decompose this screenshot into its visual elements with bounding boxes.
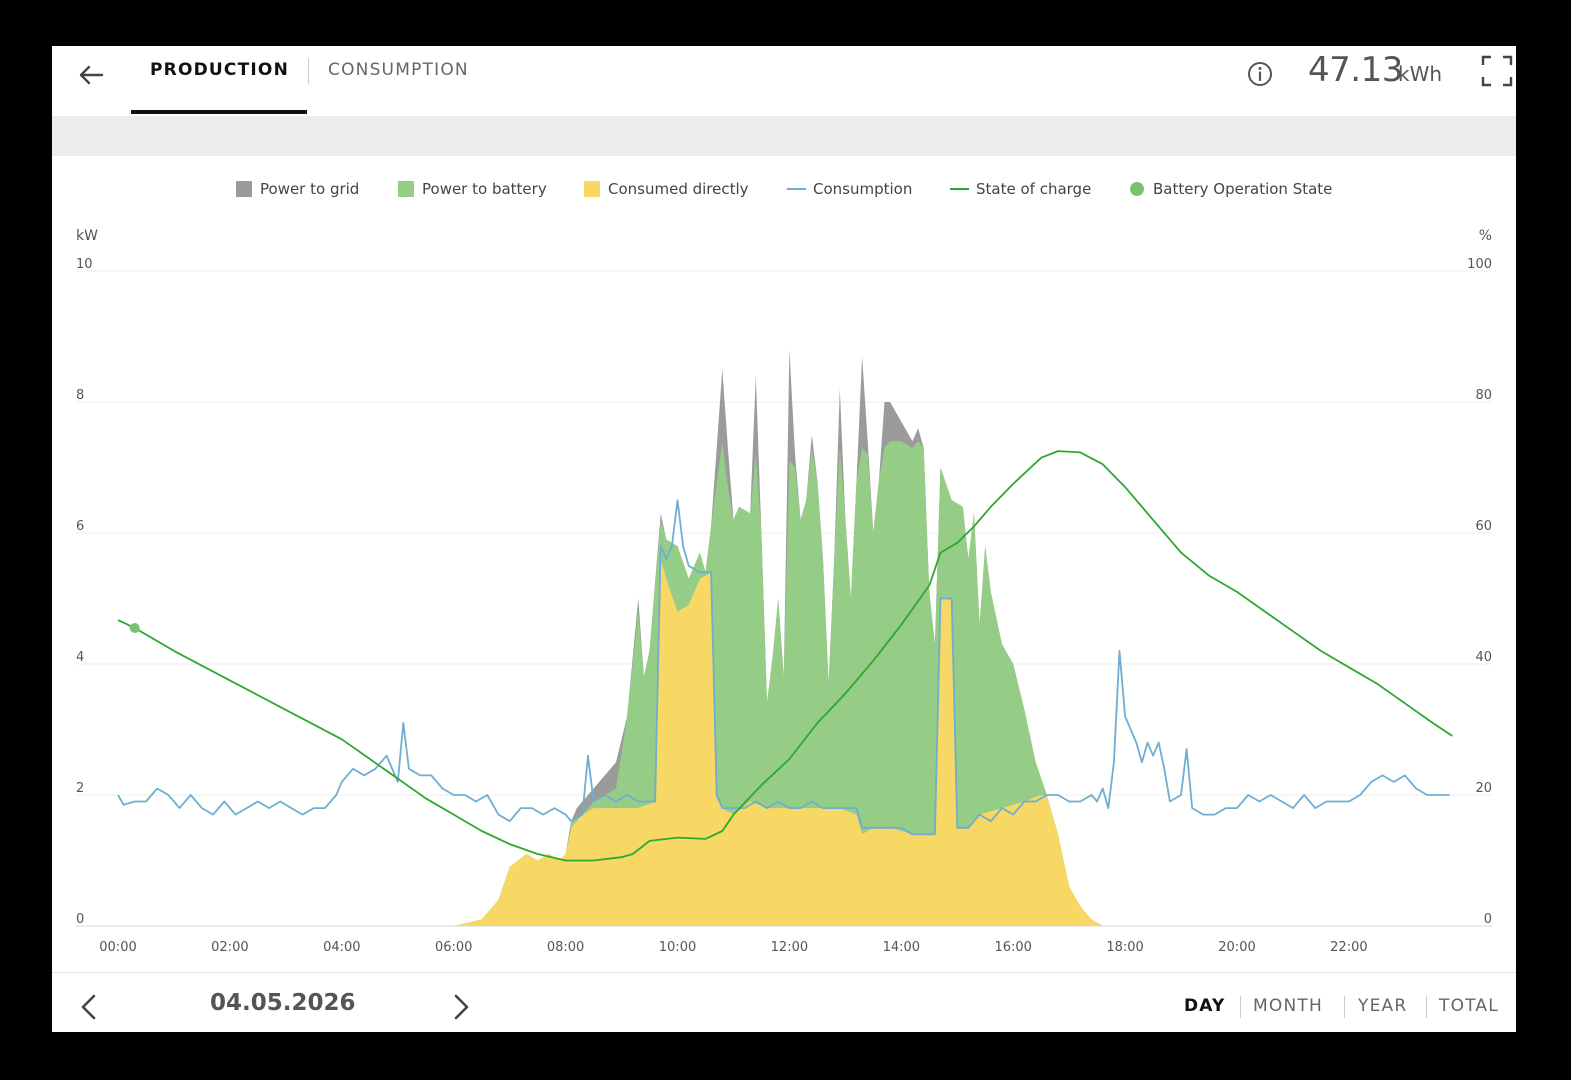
axis-ticks: 0 0 2 20 4 40 6 60 8 80 10 100 00:00 02:00 04:00 06:00 0…: [76, 257, 1492, 955]
grid-lines: [76, 270, 1492, 927]
footer-divider: [52, 972, 1516, 973]
active-tab-indicator: [131, 110, 307, 114]
chevron-left-icon[interactable]: [74, 990, 104, 1024]
y-left-tick-label: 6: [76, 519, 84, 534]
x-tick-label: 00:00: [99, 940, 136, 955]
legend-item-consumed-directly[interactable]: Consumed directly: [584, 180, 749, 198]
x-tick-label: 22:00: [1330, 940, 1367, 955]
legend-item-power-to-battery[interactable]: Power to battery: [398, 180, 547, 198]
total-energy-unit: kWh: [1398, 62, 1443, 86]
total-energy-value: 47.13: [1308, 50, 1403, 90]
consumption-line: [117, 499, 1450, 836]
x-tick-label: 14:00: [883, 940, 920, 955]
state-of-charge-line: [117, 450, 1453, 862]
period-month-button[interactable]: MONTH: [1253, 996, 1323, 1016]
legend-label: Battery Operation State: [1153, 180, 1332, 198]
energy-chart: Power to grid Power to battery Consumed …: [76, 180, 1492, 955]
y-left-tick-label: 4: [76, 650, 84, 665]
legend-label: Power to battery: [422, 180, 547, 198]
y-right-unit-label: %: [1479, 228, 1492, 244]
chart-lines: [117, 450, 1453, 862]
y-right-tick-label: 20: [1475, 781, 1492, 796]
y-right-tick-label: 60: [1475, 519, 1492, 534]
y-right-tick-label: 40: [1475, 650, 1492, 665]
y-right-tick-label: 0: [1484, 912, 1492, 927]
y-left-tick-label: 10: [76, 257, 93, 272]
date-label[interactable]: 04.05.2026: [210, 990, 356, 1016]
period-divider: [1240, 996, 1241, 1018]
legend-item-power-to-grid[interactable]: Power to grid: [236, 180, 359, 198]
y-right-tick-label: 80: [1475, 388, 1492, 403]
x-tick-label: 10:00: [659, 940, 696, 955]
period-divider: [1344, 996, 1345, 1018]
x-tick-label: 20:00: [1218, 940, 1255, 955]
period-total-button[interactable]: TOTAL: [1439, 996, 1499, 1016]
info-icon[interactable]: [1246, 60, 1274, 88]
y-right-tick-label: 100: [1467, 257, 1492, 272]
top-bar: PRODUCTION CONSUMPTION 47.13 kWh: [52, 46, 1516, 116]
x-tick-label: 08:00: [547, 940, 584, 955]
x-tick-label: 12:00: [771, 940, 808, 955]
legend-label: State of charge: [976, 180, 1091, 198]
x-tick-label: 06:00: [435, 940, 472, 955]
legend-item-battery-operation-state[interactable]: Battery Operation State: [1130, 180, 1332, 198]
tab-consumption[interactable]: CONSUMPTION: [328, 60, 469, 80]
battery-operation-state-point: [129, 622, 140, 633]
legend-label: Consumed directly: [608, 180, 749, 198]
y-left-tick-label: 2: [76, 781, 84, 796]
x-tick-label: 02:00: [211, 940, 248, 955]
chevron-right-icon[interactable]: [446, 990, 476, 1024]
chart-legend: Power to grid Power to battery Consumed …: [236, 180, 1332, 198]
x-tick-label: 18:00: [1106, 940, 1143, 955]
legend-item-state-of-charge[interactable]: State of charge: [950, 180, 1091, 198]
y-left-unit-label: kW: [76, 228, 98, 244]
x-tick-label: 16:00: [994, 940, 1031, 955]
consumed-directly-area: [453, 559, 1103, 926]
period-divider: [1426, 996, 1427, 1018]
tab-divider: [308, 58, 309, 84]
legend-label: Power to grid: [260, 180, 359, 198]
legend-item-consumption[interactable]: Consumption: [787, 180, 912, 198]
energy-panel: PRODUCTION CONSUMPTION 47.13 kWh Power t…: [52, 46, 1516, 1032]
period-year-button[interactable]: YEAR: [1358, 996, 1408, 1016]
grey-band: [52, 116, 1516, 156]
x-tick-label: 04:00: [323, 940, 360, 955]
back-arrow-icon[interactable]: [74, 58, 108, 92]
chart-areas: [453, 349, 1103, 927]
legend-label: Consumption: [813, 180, 912, 198]
fullscreen-icon[interactable]: [1480, 54, 1514, 88]
tab-production[interactable]: PRODUCTION: [150, 60, 289, 80]
y-left-tick-label: 0: [76, 912, 84, 927]
y-left-tick-label: 8: [76, 388, 84, 403]
period-day-button[interactable]: DAY: [1184, 996, 1226, 1016]
